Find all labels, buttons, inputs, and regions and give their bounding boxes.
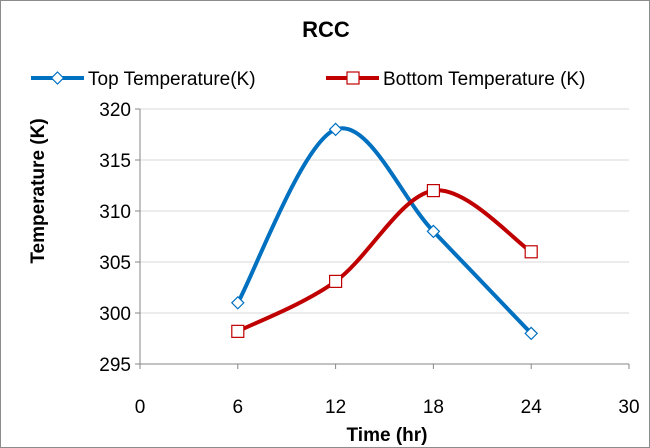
legend: Top Temperature(K) Bottom Temperature (K… bbox=[31, 69, 585, 90]
tick-labels: 295 300 305 310 315 320 0 6 12 18 24 30 bbox=[99, 100, 639, 418]
legend-label-bottom: Bottom Temperature (K) bbox=[383, 69, 585, 90]
y-axis-title: Temperature (K) bbox=[28, 118, 49, 263]
x-tick-label: 30 bbox=[618, 397, 639, 418]
legend-marker-top bbox=[50, 71, 65, 85]
data-point-square bbox=[231, 324, 245, 338]
y-tick-label: 305 bbox=[99, 253, 131, 274]
data-point-diamond bbox=[524, 326, 539, 341]
y-tick-label: 315 bbox=[99, 151, 131, 172]
y-tick-label: 300 bbox=[99, 304, 131, 325]
data-point-square bbox=[426, 184, 440, 198]
data-point-diamond bbox=[230, 295, 245, 310]
data-point-square bbox=[329, 274, 343, 288]
x-tick-label: 0 bbox=[135, 397, 146, 418]
y-tick-label: 295 bbox=[99, 355, 131, 376]
x-tick-label: 18 bbox=[423, 397, 444, 418]
series-line-1 bbox=[235, 188, 534, 334]
y-tick-label: 310 bbox=[99, 202, 131, 223]
series-layer bbox=[230, 122, 539, 341]
series-line-0 bbox=[235, 126, 534, 336]
y-tick-label: 320 bbox=[99, 100, 131, 121]
chart-title: RCC bbox=[302, 17, 350, 42]
x-tick-label: 12 bbox=[325, 397, 346, 418]
data-point-diamond bbox=[328, 122, 343, 137]
data-point-square bbox=[524, 245, 538, 259]
x-tick-label: 6 bbox=[233, 397, 244, 418]
legend-marker-bottom bbox=[346, 71, 360, 85]
legend-label-top: Top Temperature(K) bbox=[88, 69, 256, 90]
x-axis-title: Time (hr) bbox=[347, 425, 428, 446]
axes bbox=[135, 108, 630, 369]
x-tick-label: 24 bbox=[521, 397, 543, 418]
gridlines bbox=[140, 108, 629, 314]
data-point-diamond bbox=[426, 224, 441, 239]
